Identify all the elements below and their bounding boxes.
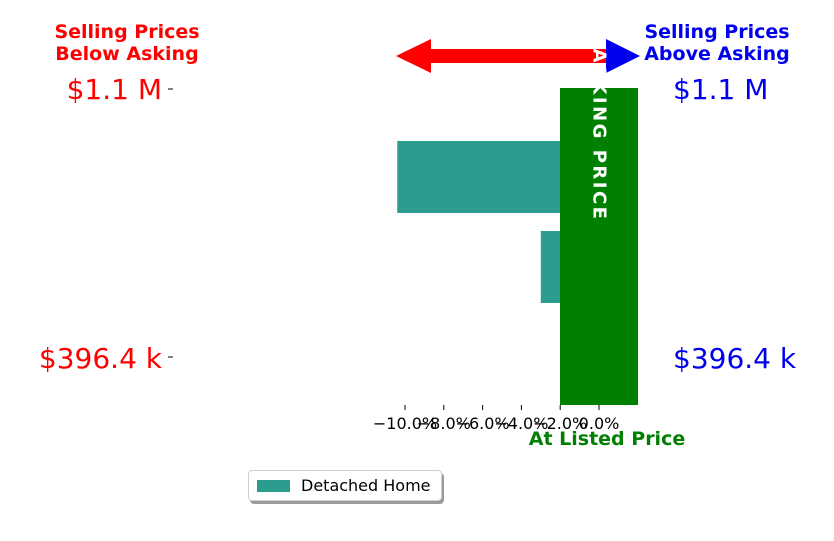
arrow-shaft [428,49,610,63]
asking-price-label: ASKING PRICE [589,49,610,222]
below-asking-label-line1: Selling Prices [54,21,199,43]
x-tick-label: −4.0% [494,414,548,433]
x-tick-label: −2.0% [533,414,587,433]
top-left-value: $1.1 M [67,73,162,106]
x-axis: −10.0%−8.0%−6.0%−4.0%−2.0%0.0% [373,405,619,433]
above-asking-label-line1: Selling Prices [644,21,789,43]
above-asking-label-line2: Above Asking [644,43,790,65]
arrow-right-head-icon [606,39,640,73]
legend-label-detached-home: Detached Home [301,476,431,495]
direction-arrow [396,39,640,73]
below-asking-label-line2: Below Asking [55,43,198,65]
x-tick-label: 0.0% [579,414,620,433]
asking-price-band [560,88,638,405]
at-listed-price-label: At Listed Price [529,428,685,450]
legend-swatch-detached-home [257,480,290,492]
top-right-value: $1.1 M [673,73,768,106]
x-tick-label: −10.0% [373,414,437,433]
legend: Detached Home [248,470,442,501]
bottom-left-value: $396.4 k [39,342,163,375]
arrow-left-head-icon [396,39,431,73]
bottom-right-value: $396.4 k [673,342,797,375]
x-tick-label: −6.0% [456,414,510,433]
x-tick-label: −8.0% [417,414,471,433]
